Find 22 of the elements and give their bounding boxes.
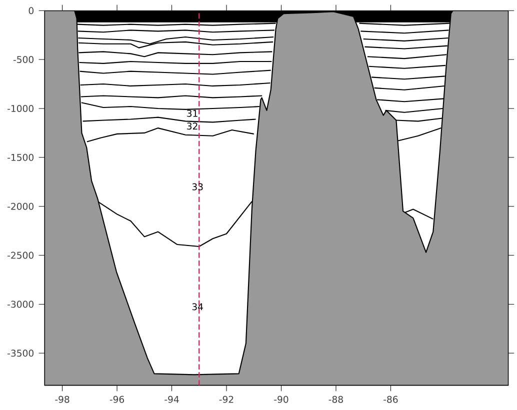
y-tick-label: -3000: [8, 300, 34, 308]
annotation: 33: [192, 183, 203, 190]
y-tick-label: -2000: [8, 202, 34, 210]
y-tick-label: -2500: [8, 252, 34, 259]
y-tick-label: -1000: [8, 104, 34, 112]
x-tick-label: -86: [384, 396, 398, 403]
annotation: 31: [187, 110, 198, 117]
x-tick-label: -94: [164, 396, 179, 403]
x-tick-label: -88: [328, 396, 343, 403]
y-tick-label: -500: [13, 56, 34, 64]
y-tick-label: -1500: [8, 154, 34, 161]
line-series: [80, 102, 260, 110]
x-tick-label: -96: [110, 396, 124, 403]
y-tick-label: -3500: [8, 350, 34, 357]
annotation: 32: [187, 122, 198, 130]
x-tick-label: -98: [55, 396, 70, 403]
x-tick-label: -92: [219, 396, 234, 403]
y-tick-label: 0: [28, 7, 34, 14]
line-series: [78, 36, 274, 44]
x-tick-label: -90: [274, 396, 288, 403]
annotation: 34: [192, 303, 203, 310]
line-series: [97, 200, 252, 248]
